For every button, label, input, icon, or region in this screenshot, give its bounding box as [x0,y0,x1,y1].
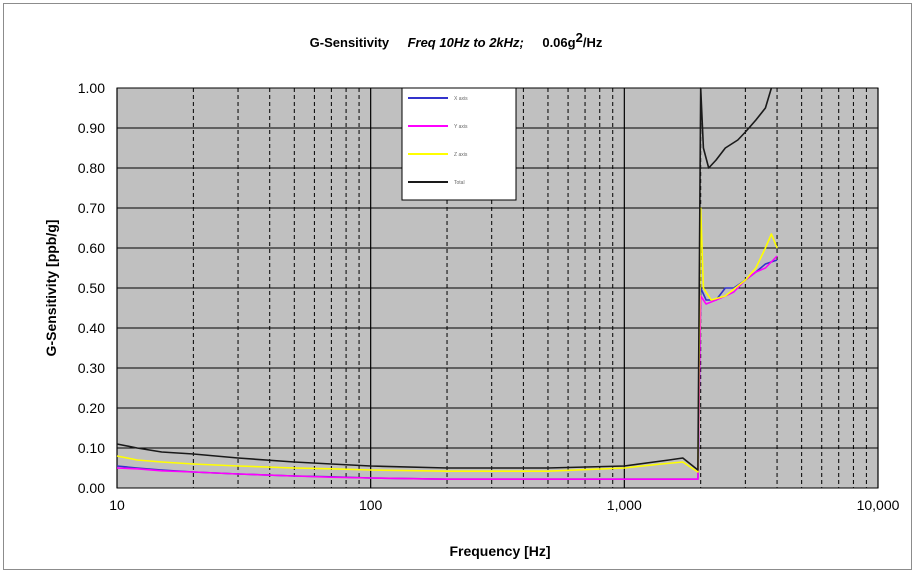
y-tick-label: 0.30 [78,360,105,376]
series-line-total [116,87,773,471]
x-tick-label: 10 [109,497,125,513]
y-tick-label: 0.50 [78,280,105,296]
chart-title: G-Sensitivity Freq 10Hz to 2kHz; 0.06g2/… [310,30,603,51]
series-line-z-axis [116,207,778,473]
legend-label: Z axis [454,152,468,158]
series-line-y-axis [116,255,778,480]
title-psd-value: 0.06g [542,35,575,50]
legend-label: Y axis [454,124,468,130]
legend-label: Total [454,180,465,186]
y-tick-label: 0.20 [78,400,105,416]
x-tick-label: 1,000 [607,497,642,513]
legend: X axis Y axis Z axis Total [401,87,517,201]
y-tick-label: 0.00 [78,480,105,496]
y-tick-label: 0.80 [78,160,105,176]
y-tick-label: 1.00 [78,80,105,96]
title-main: G-Sensitivity [310,35,390,50]
y-tick-label: 0.40 [78,320,105,336]
series-lines [116,87,778,480]
title-frequency-range: Freq 10Hz to 2kHz; [408,35,524,50]
legend-label: X axis [454,96,468,102]
y-axis-title: G-Sensitivity [ppb/g] [43,220,59,357]
x-axis-title: Frequency [Hz] [449,543,550,559]
tick-labels: 0.00 0.10 0.20 0.30 0.40 0.50 0.60 0.70 0.80 0.90… [78,80,900,513]
y-tick-label: 0.60 [78,240,105,256]
title-psd-exponent: 2 [576,30,583,45]
x-tick-label: 100 [359,497,383,513]
y-tick-label: 0.70 [78,200,105,216]
x-tick-label: 10,000 [857,497,900,513]
y-tick-label: 0.90 [78,120,105,136]
title-psd-unit: /Hz [583,35,603,50]
y-tick-label: 0.10 [78,440,105,456]
